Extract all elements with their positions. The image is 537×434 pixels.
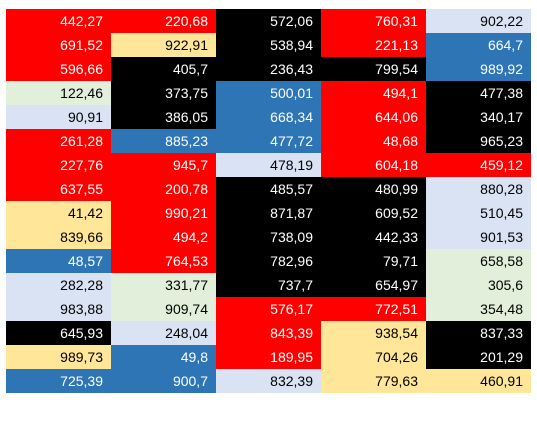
table-row: 645,93 248,04 843,39 938,54 837,33 — [6, 321, 531, 345]
table-cell[interactable]: 510,45 — [426, 201, 531, 225]
table-cell[interactable]: 799,54 — [321, 57, 426, 81]
table-cell[interactable]: 340,17 — [426, 105, 531, 129]
table-cell[interactable]: 945,7 — [111, 153, 216, 177]
table-cell[interactable]: 738,09 — [216, 225, 321, 249]
table-cell[interactable]: 760,31 — [321, 9, 426, 33]
table-row: 989,73 49,8 189,95 704,26 201,29 — [6, 345, 531, 369]
table-row: 90,91 386,05 668,34 644,06 340,17 — [6, 105, 531, 129]
table-cell[interactable]: 704,26 — [321, 345, 426, 369]
table-cell[interactable]: 609,52 — [321, 201, 426, 225]
table-cell[interactable]: 938,54 — [321, 321, 426, 345]
table-row: 122,46 373,75 500,01 494,1 477,38 — [6, 81, 531, 105]
table-cell[interactable]: 604,18 — [321, 153, 426, 177]
table-cell[interactable]: 900,7 — [111, 369, 216, 393]
table-cell[interactable]: 494,1 — [321, 81, 426, 105]
table-cell[interactable]: 832,39 — [216, 369, 321, 393]
table-row: 596,66 405,7 236,43 799,54 989,92 — [6, 57, 531, 81]
table-cell[interactable]: 654,97 — [321, 273, 426, 297]
table-cell[interactable]: 989,73 — [6, 345, 111, 369]
table-cell[interactable]: 500,01 — [216, 81, 321, 105]
table-cell[interactable]: 477,38 — [426, 81, 531, 105]
table-row: 442,27 220,68 572,06 760,31 902,22 — [6, 9, 531, 33]
table-cell[interactable]: 305,6 — [426, 273, 531, 297]
table-cell[interactable]: 201,29 — [426, 345, 531, 369]
table-cell[interactable]: 843,39 — [216, 321, 321, 345]
table-cell[interactable]: 386,05 — [111, 105, 216, 129]
table-cell[interactable]: 871,87 — [216, 201, 321, 225]
table-cell[interactable]: 221,13 — [321, 33, 426, 57]
table-row: 725,39 900,7 832,39 779,63 460,91 — [6, 369, 531, 393]
table-row: 691,52 922,91 538,94 221,13 664,7 — [6, 33, 531, 57]
table-cell[interactable]: 460,91 — [426, 369, 531, 393]
table-cell[interactable]: 477,72 — [216, 129, 321, 153]
table-cell[interactable]: 122,46 — [6, 81, 111, 105]
table-cell[interactable]: 576,17 — [216, 297, 321, 321]
table-cell[interactable]: 902,22 — [426, 9, 531, 33]
table-cell[interactable]: 248,04 — [111, 321, 216, 345]
table-cell[interactable]: 644,06 — [321, 105, 426, 129]
table-row: 48,57 764,53 782,96 79,71 658,58 — [6, 249, 531, 273]
table-cell[interactable]: 485,57 — [216, 177, 321, 201]
table-cell[interactable]: 837,33 — [426, 321, 531, 345]
table-cell[interactable]: 596,66 — [6, 57, 111, 81]
table-cell[interactable]: 965,23 — [426, 129, 531, 153]
table-cell[interactable]: 90,91 — [6, 105, 111, 129]
table-cell[interactable]: 901,53 — [426, 225, 531, 249]
table-cell[interactable]: 49,8 — [111, 345, 216, 369]
table-cell[interactable]: 478,19 — [216, 153, 321, 177]
table-cell[interactable]: 227,76 — [6, 153, 111, 177]
table-cell[interactable]: 779,63 — [321, 369, 426, 393]
table-cell[interactable]: 189,95 — [216, 345, 321, 369]
table-cell[interactable]: 782,96 — [216, 249, 321, 273]
table-row: 839,66 494,2 738,09 442,33 901,53 — [6, 225, 531, 249]
table-cell[interactable]: 220,68 — [111, 9, 216, 33]
table-cell[interactable]: 494,2 — [111, 225, 216, 249]
table-cell[interactable]: 41,42 — [6, 201, 111, 225]
table-cell[interactable]: 668,34 — [216, 105, 321, 129]
table-cell[interactable]: 645,93 — [6, 321, 111, 345]
table-row: 261,28 885,23 477,72 48,68 965,23 — [6, 129, 531, 153]
table-body: 442,27 220,68 572,06 760,31 902,22 691,52 922,… — [6, 9, 531, 393]
table-cell[interactable]: 772,51 — [321, 297, 426, 321]
table-cell[interactable]: 839,66 — [6, 225, 111, 249]
table-row: 227,76 945,7 478,19 604,18 459,12 — [6, 153, 531, 177]
table-cell[interactable]: 725,39 — [6, 369, 111, 393]
table-cell[interactable]: 922,91 — [111, 33, 216, 57]
table-cell[interactable]: 989,92 — [426, 57, 531, 81]
table-cell[interactable]: 79,71 — [321, 249, 426, 273]
table-cell[interactable]: 737,7 — [216, 273, 321, 297]
table-cell[interactable]: 658,58 — [426, 249, 531, 273]
table-cell[interactable]: 48,68 — [321, 129, 426, 153]
table-cell[interactable]: 354,48 — [426, 297, 531, 321]
table-cell[interactable]: 885,23 — [111, 129, 216, 153]
table-cell[interactable]: 990,21 — [111, 201, 216, 225]
table-cell[interactable]: 691,52 — [6, 33, 111, 57]
data-table: 442,27 220,68 572,06 760,31 902,22 691,52 922,… — [6, 9, 531, 393]
table-cell[interactable]: 331,77 — [111, 273, 216, 297]
table-cell[interactable]: 637,55 — [6, 177, 111, 201]
table-cell[interactable]: 442,27 — [6, 9, 111, 33]
table-cell[interactable]: 282,28 — [6, 273, 111, 297]
table-cell[interactable]: 373,75 — [111, 81, 216, 105]
table-row: 282,28 331,77 737,7 654,97 305,6 — [6, 273, 531, 297]
table-row: 983,88 909,74 576,17 772,51 354,48 — [6, 297, 531, 321]
table-cell[interactable]: 880,28 — [426, 177, 531, 201]
table-cell[interactable]: 664,7 — [426, 33, 531, 57]
table-cell[interactable]: 48,57 — [6, 249, 111, 273]
table-cell[interactable]: 764,53 — [111, 249, 216, 273]
table-cell[interactable]: 459,12 — [426, 153, 531, 177]
table-cell[interactable]: 480,99 — [321, 177, 426, 201]
table-row: 637,55 200,78 485,57 480,99 880,28 — [6, 177, 531, 201]
table-cell[interactable]: 538,94 — [216, 33, 321, 57]
table-cell[interactable]: 405,7 — [111, 57, 216, 81]
table-cell[interactable]: 236,43 — [216, 57, 321, 81]
table-row: 41,42 990,21 871,87 609,52 510,45 — [6, 201, 531, 225]
table-cell[interactable]: 909,74 — [111, 297, 216, 321]
table-cell[interactable]: 983,88 — [6, 297, 111, 321]
table-cell[interactable]: 442,33 — [321, 225, 426, 249]
table-cell[interactable]: 261,28 — [6, 129, 111, 153]
table-cell[interactable]: 200,78 — [111, 177, 216, 201]
table-cell[interactable]: 572,06 — [216, 9, 321, 33]
